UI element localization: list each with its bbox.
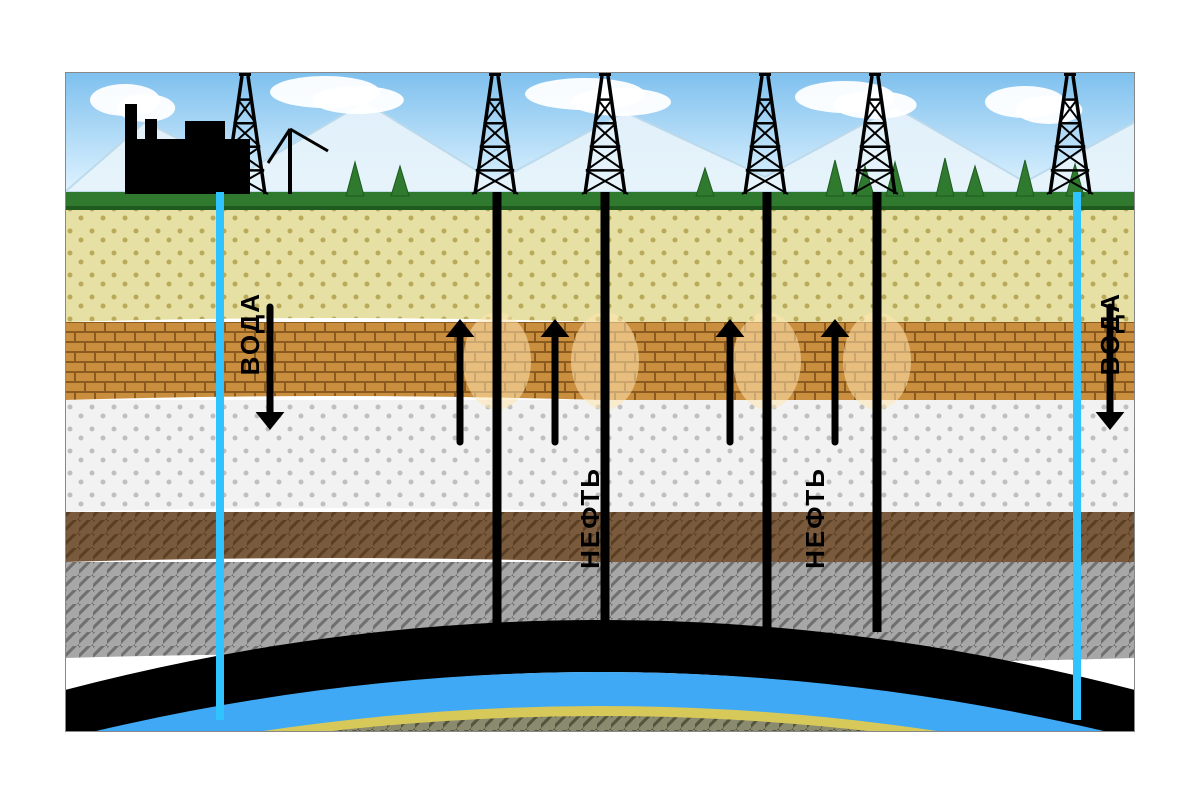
label-oil-right: НЕФТЬ — [800, 467, 831, 569]
label-water-right: ВОДА — [1095, 292, 1126, 375]
layer-topsoil-dotted — [65, 210, 1135, 326]
label-water-left: ВОДА — [235, 292, 266, 375]
label-oil-left: НЕФТЬ — [575, 467, 606, 569]
canvas: ВОДА ВОДА НЕФТЬ НЕФТЬ — [0, 0, 1200, 800]
geology-diagram — [65, 72, 1135, 732]
